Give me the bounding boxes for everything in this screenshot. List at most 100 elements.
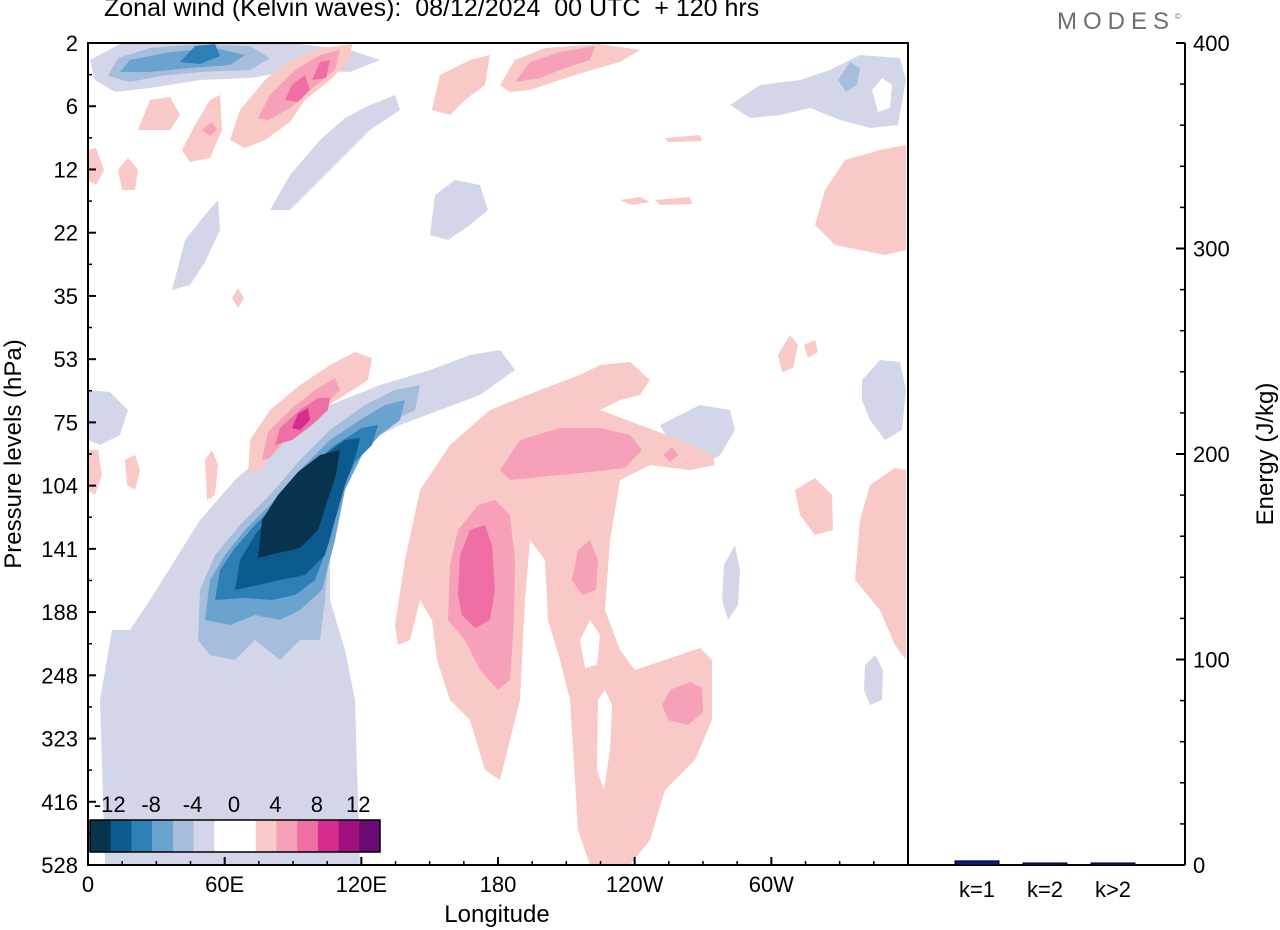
contour-neg-light xyxy=(88,390,128,445)
y-tick-label: 248 xyxy=(41,663,78,688)
colorbar-label: 12 xyxy=(346,792,370,817)
energy-bars: k=1 k=2 k>2 xyxy=(954,860,1136,902)
x-tick-label: 120W xyxy=(606,872,664,897)
x-tick-label: 120E xyxy=(336,872,387,897)
y-tick-label: 22 xyxy=(54,221,78,246)
contour-pos xyxy=(138,97,180,130)
y-axis: 2 6 12 22 35 53 75 104 141 188 248 323 416 528 xyxy=(41,31,96,878)
colorbar-label: -12 xyxy=(94,792,126,817)
contour-pos xyxy=(232,288,244,308)
y-tick-label: 75 xyxy=(54,410,78,435)
colorbar-frame xyxy=(89,819,381,853)
y-tick-label: 528 xyxy=(41,853,78,878)
contour-pos xyxy=(205,450,218,500)
x-tick-label: 180 xyxy=(480,872,517,897)
colorbar-label: -4 xyxy=(183,792,203,817)
contour-pos xyxy=(182,95,222,162)
y-tick-label: 35 xyxy=(54,284,78,309)
colorbar-swatch xyxy=(193,820,215,852)
contour-pos xyxy=(292,408,310,430)
y-tick-label: 53 xyxy=(54,347,78,372)
y-axis-label: Pressure levels (hPa) xyxy=(0,339,27,568)
contour-pos xyxy=(432,55,490,115)
copyright-mark: © xyxy=(1175,12,1181,21)
contour-pos xyxy=(665,135,702,142)
contour-zero xyxy=(580,620,600,668)
y-tick-label: 188 xyxy=(41,600,78,625)
modes-logo: MODES© xyxy=(1057,8,1181,36)
contour-neg-light xyxy=(722,545,740,620)
colorbar-swatch xyxy=(214,820,236,852)
contour-pos xyxy=(515,46,595,82)
y-tick-label: 12 xyxy=(54,157,78,182)
contour-neg xyxy=(838,62,860,92)
energy-tick-label: 300 xyxy=(1193,237,1230,262)
bar-category-label: k=1 xyxy=(959,877,995,902)
energy-bar xyxy=(1022,862,1068,866)
bar-category-label: k>2 xyxy=(1095,877,1131,902)
colorbar-swatch xyxy=(90,820,112,852)
y-tick-label: 416 xyxy=(41,790,78,815)
colorbar-swatch xyxy=(359,820,381,852)
colorbar-label: 8 xyxy=(311,792,323,817)
energy-tick-label: 100 xyxy=(1193,648,1230,673)
contour-pos xyxy=(662,682,703,725)
y-tick-label: 6 xyxy=(66,94,78,119)
colorbar-swatch xyxy=(297,820,319,852)
contour-pos xyxy=(118,158,138,190)
contour-neg-light xyxy=(172,200,220,290)
energy-axis-label: Energy (J/kg) xyxy=(1252,383,1279,526)
colorbar-swatch xyxy=(131,820,153,852)
contour-neg-light xyxy=(730,55,906,128)
y-tick-label: 323 xyxy=(41,727,78,752)
contour-pos xyxy=(285,75,310,102)
x-tick-label: 60W xyxy=(749,872,794,897)
x-axis: 0 60E 120E 180 120W 60W xyxy=(82,857,875,897)
contour-pos xyxy=(500,44,640,92)
colorbar-swatch xyxy=(152,820,174,852)
contour-pos xyxy=(202,122,217,136)
energy-tick-label: 200 xyxy=(1193,442,1230,467)
contour-neg-light xyxy=(862,360,906,440)
contour-neg-light xyxy=(430,180,488,240)
contour-neg xyxy=(258,450,340,558)
colorbar-swatch xyxy=(255,820,277,852)
contour-pos xyxy=(663,447,678,462)
contour-pos xyxy=(312,60,330,80)
contour-pos xyxy=(804,340,818,358)
energy-axis: 0 100 200 300 400 xyxy=(1176,31,1230,878)
logo-text: MODES xyxy=(1057,8,1176,35)
colorbar-label: -8 xyxy=(141,792,161,817)
colorbar-label: 4 xyxy=(269,792,281,817)
contour-neg-light xyxy=(864,655,883,705)
contour-field xyxy=(88,44,906,865)
x-tick-label: 60E xyxy=(205,872,244,897)
contour-pos xyxy=(458,525,495,628)
colorbar: -12 -8 -4 0 4 8 12 xyxy=(89,792,381,853)
energy-bar xyxy=(1090,862,1136,866)
contour-zero xyxy=(872,78,892,112)
energy-tick-label: 0 xyxy=(1193,853,1205,878)
y-tick-label: 141 xyxy=(41,537,78,562)
colorbar-swatch xyxy=(235,820,257,852)
contour-pos xyxy=(855,468,906,660)
contour-pos xyxy=(795,478,833,535)
colorbar-swatch xyxy=(276,820,298,852)
contour-pos xyxy=(125,455,140,490)
colorbar-label: 0 xyxy=(228,792,240,817)
contour-pos xyxy=(88,148,104,185)
colorbar-swatch xyxy=(110,820,132,852)
contour-pos xyxy=(88,450,102,495)
y-tick-label: 2 xyxy=(66,31,78,56)
contour-neg xyxy=(180,44,220,64)
contour-pos xyxy=(655,197,692,205)
x-axis-label: Longitude xyxy=(444,901,549,928)
contour-pos xyxy=(815,145,906,255)
contour-pos xyxy=(778,335,798,372)
contour-pos xyxy=(572,540,598,595)
energy-bar xyxy=(954,860,1000,866)
y-tick-label: 104 xyxy=(41,474,78,499)
chart-title: Zonal wind (Kelvin waves): 08/12/2024 00… xyxy=(104,0,760,22)
colorbar-swatch xyxy=(172,820,194,852)
